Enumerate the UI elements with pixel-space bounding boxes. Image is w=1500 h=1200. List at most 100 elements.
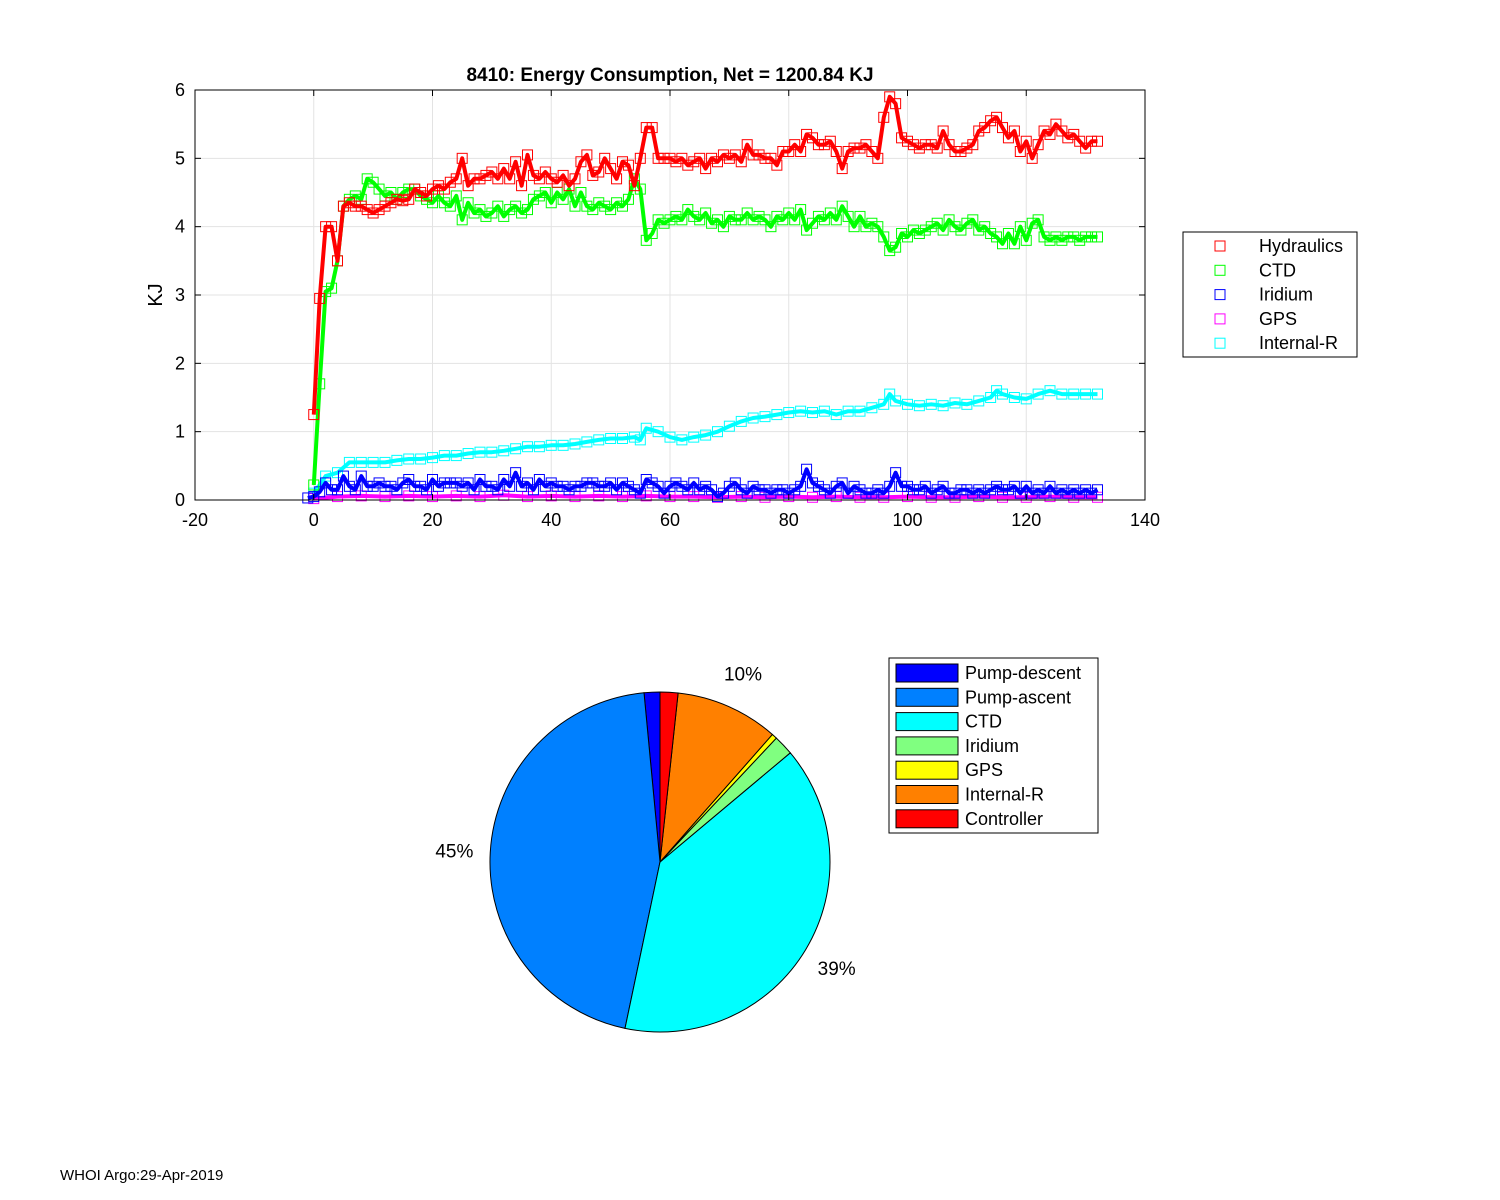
data-point xyxy=(361,173,373,185)
data-point xyxy=(949,221,961,233)
data-point xyxy=(824,135,836,147)
data-point xyxy=(474,173,486,185)
data-point xyxy=(1092,135,1103,147)
legend-label: Controller xyxy=(965,809,1043,829)
data-point xyxy=(985,228,997,239)
data-point xyxy=(646,477,658,489)
data-point xyxy=(676,480,688,492)
data-point xyxy=(581,477,593,489)
data-point xyxy=(741,139,753,151)
data-point xyxy=(1080,484,1092,496)
data-point xyxy=(807,132,818,144)
legend-label: GPS xyxy=(1259,309,1297,329)
data-point xyxy=(522,477,533,489)
legend-marker xyxy=(1214,337,1226,349)
data-point xyxy=(658,152,670,164)
data-point xyxy=(474,491,486,503)
data-point xyxy=(516,480,528,492)
data-point xyxy=(569,438,581,450)
x-tick-label: -20 xyxy=(182,510,208,530)
data-point xyxy=(361,204,373,216)
data-point xyxy=(682,204,694,216)
data-point xyxy=(462,197,474,209)
data-point xyxy=(670,477,682,489)
data-point xyxy=(854,491,866,503)
data-point xyxy=(717,149,729,161)
data-point xyxy=(818,484,830,496)
data-point xyxy=(575,480,587,492)
data-point xyxy=(854,484,866,496)
data-point xyxy=(403,490,415,502)
data-point xyxy=(587,477,599,489)
data-point xyxy=(878,111,890,123)
data-point xyxy=(480,210,492,222)
data-point xyxy=(688,491,700,503)
data-point xyxy=(807,407,818,419)
data-point xyxy=(842,210,854,222)
data-point xyxy=(533,190,545,202)
data-point xyxy=(949,397,961,409)
data-point xyxy=(533,173,545,185)
data-point xyxy=(427,474,438,485)
data-point xyxy=(522,204,533,216)
data-point xyxy=(1056,484,1068,496)
energy-pie-chart: 45% 39% 10% Pump-descent Pump-ascent CTD Irid… xyxy=(435,657,1099,1033)
data-point xyxy=(1068,128,1080,140)
data-point xyxy=(438,450,450,462)
data-point xyxy=(510,443,522,455)
data-point xyxy=(432,480,444,492)
x-tick-label: 120 xyxy=(1011,510,1041,530)
data-point xyxy=(617,477,628,489)
data-point xyxy=(712,426,723,438)
data-point xyxy=(812,210,824,222)
data-point xyxy=(907,139,919,151)
data-point xyxy=(735,484,747,496)
data-point xyxy=(593,480,605,492)
data-point xyxy=(907,224,919,236)
data-point xyxy=(337,470,349,482)
data-point xyxy=(462,180,474,192)
data-point xyxy=(943,487,955,499)
data-point xyxy=(913,484,925,496)
data-point xyxy=(569,173,581,185)
x-tick-label: 100 xyxy=(892,510,922,530)
data-point xyxy=(735,415,747,427)
legend-label: Internal-R xyxy=(965,785,1044,805)
data-point xyxy=(1074,135,1086,147)
data-point xyxy=(652,214,664,226)
data-point xyxy=(967,139,979,151)
data-point xyxy=(569,200,581,212)
data-point xyxy=(777,214,789,226)
data-point xyxy=(1044,480,1056,492)
data-point xyxy=(723,420,735,432)
pie-slices xyxy=(489,691,831,1033)
data-point xyxy=(611,173,623,185)
data-point xyxy=(824,207,836,219)
data-point xyxy=(860,487,872,499)
data-point xyxy=(664,431,676,443)
data-point xyxy=(818,405,830,417)
y-tick-label: 5 xyxy=(175,148,185,168)
data-point xyxy=(332,467,343,479)
legend-marker xyxy=(1214,313,1226,325)
data-point xyxy=(878,231,890,243)
data-point xyxy=(896,228,908,239)
data-point xyxy=(314,292,326,304)
data-point xyxy=(979,122,991,134)
data-point xyxy=(991,385,1003,397)
data-point xyxy=(842,146,854,157)
data-point xyxy=(664,214,676,226)
data-point xyxy=(1020,491,1032,503)
data-point xyxy=(836,477,848,489)
data-point xyxy=(937,400,949,412)
data-point xyxy=(961,484,973,496)
data-point xyxy=(326,282,338,294)
data-point xyxy=(973,224,985,236)
data-point xyxy=(902,135,913,147)
data-point xyxy=(314,486,326,498)
data-point xyxy=(617,200,628,212)
data-point xyxy=(997,238,1008,250)
data-point xyxy=(622,480,634,492)
data-point xyxy=(997,491,1008,503)
data-point xyxy=(771,484,783,496)
